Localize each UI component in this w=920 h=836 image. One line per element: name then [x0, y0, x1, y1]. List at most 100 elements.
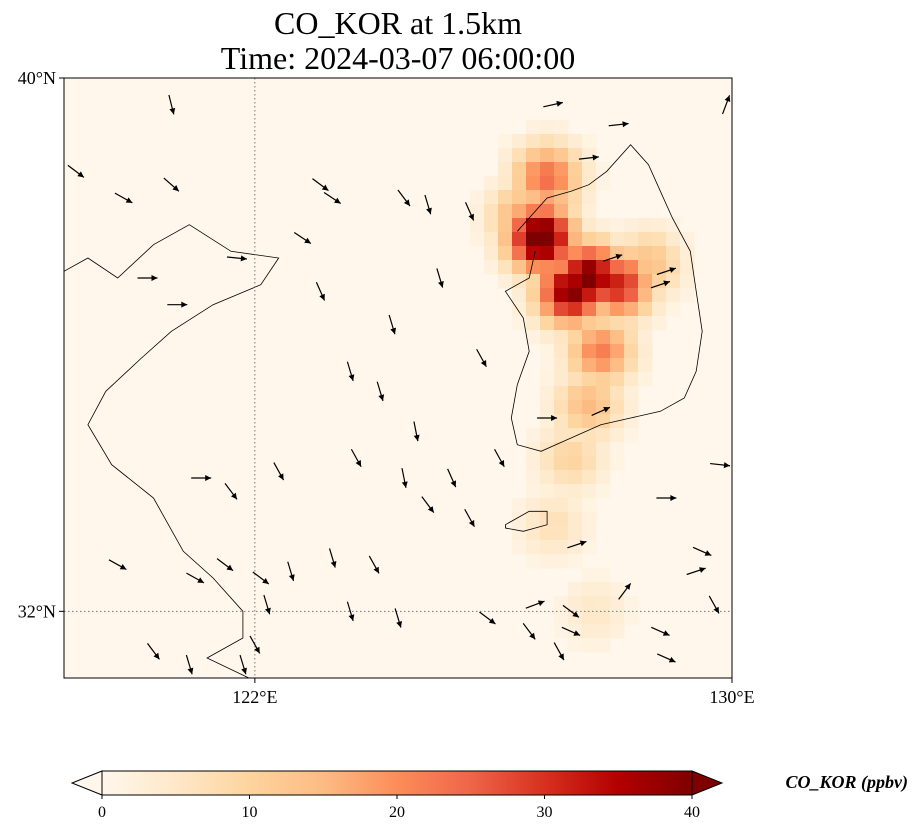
wind-arrows [67, 94, 731, 675]
field-cell [568, 428, 583, 443]
field-cell [540, 498, 555, 513]
field-cell [652, 232, 667, 247]
field-cell [568, 470, 583, 485]
field-cell [498, 274, 513, 289]
wind-arrow [185, 654, 194, 675]
wind-arrow-head [288, 574, 295, 581]
field-cell [624, 414, 639, 429]
field-cell [540, 274, 555, 289]
field-cell [624, 372, 639, 387]
wind-arrow-head [181, 301, 188, 308]
field-cell [568, 638, 583, 653]
field-cell [624, 596, 639, 611]
field-cell [554, 162, 569, 177]
wind-arrow [464, 508, 475, 528]
field-cell [526, 246, 541, 261]
field-cell [666, 246, 681, 261]
field-cell [568, 148, 583, 163]
wind-arrow [525, 600, 545, 609]
field-cell [540, 358, 555, 373]
y-tick-label: 32°N [18, 601, 56, 621]
field-cell [568, 218, 583, 233]
field-cell [526, 260, 541, 275]
field-cell [526, 204, 541, 219]
wind-arrow [447, 468, 457, 488]
field-cell [610, 274, 625, 289]
field-cell [582, 512, 597, 527]
field-cell [596, 484, 611, 499]
wind-arrow-head [348, 614, 355, 621]
wind-arrow-head [488, 618, 496, 624]
wind-arrow [436, 268, 444, 288]
field-cell [512, 526, 527, 541]
field-cell [624, 274, 639, 289]
wind-arrow [273, 462, 285, 481]
field-cell [526, 232, 541, 247]
wind-arrow [476, 348, 487, 368]
wind-arrow-head [573, 630, 581, 636]
field-cell [596, 414, 611, 429]
field-cell [568, 134, 583, 149]
wind-arrow [603, 253, 623, 262]
field-cell [540, 162, 555, 177]
colorbar-extend-max [691, 770, 724, 796]
colorbar-extend-min [70, 770, 103, 796]
field-cell [526, 302, 541, 317]
field-cell [680, 232, 695, 247]
field-cell [638, 330, 653, 345]
wind-arrow [562, 604, 580, 618]
field-cell [680, 246, 695, 261]
field-cell [568, 288, 583, 303]
field-cell [526, 316, 541, 331]
field-cell [498, 218, 513, 233]
field-cell [540, 526, 555, 541]
field-cell [526, 456, 541, 471]
field-cell [610, 246, 625, 261]
field-cell [540, 330, 555, 345]
field-cell [582, 414, 597, 429]
field-cell [540, 218, 555, 233]
wind-arrow [413, 421, 420, 442]
wind-arrow-head [262, 578, 269, 584]
field-cell [554, 624, 569, 639]
wind-arrow-head [426, 207, 432, 215]
field-cell [582, 246, 597, 261]
field-cell [624, 260, 639, 275]
wind-arrow [494, 448, 505, 468]
field-cell [512, 218, 527, 233]
field-cell [582, 134, 597, 149]
field-cell [540, 316, 555, 331]
field-cell [596, 596, 611, 611]
wind-arrow-head [427, 506, 434, 513]
coastline-china [64, 224, 280, 678]
wind-arrow [651, 626, 670, 636]
field-cell [652, 246, 667, 261]
field-cell [582, 400, 597, 415]
wind-arrow [608, 121, 629, 128]
wind-arrow [114, 192, 133, 204]
field-cell [624, 358, 639, 373]
wind-arrow [397, 189, 411, 207]
field-cell [596, 456, 611, 471]
field-cell [652, 288, 667, 303]
field-cell [526, 512, 541, 527]
field-cell [568, 400, 583, 415]
field-cell [526, 330, 541, 345]
field-cell [512, 540, 527, 555]
plot-title-line-1: CO_KOR at 1.5km [274, 5, 522, 41]
wind-arrow [543, 100, 563, 108]
colorbar-tick-label: 20 [389, 804, 405, 821]
field-cell [568, 442, 583, 457]
field-cell [554, 246, 569, 261]
field-cell [526, 120, 541, 135]
wind-arrow-head [231, 492, 237, 500]
field-cell [498, 190, 513, 205]
field-cell [484, 232, 499, 247]
wind-arrow [239, 654, 247, 675]
field-cell [554, 316, 569, 331]
wind-arrow-head [699, 567, 706, 573]
wind-arrow [464, 201, 475, 221]
wind-arrow-head [413, 434, 420, 442]
field-cell [568, 554, 583, 569]
field-cell [582, 456, 597, 471]
